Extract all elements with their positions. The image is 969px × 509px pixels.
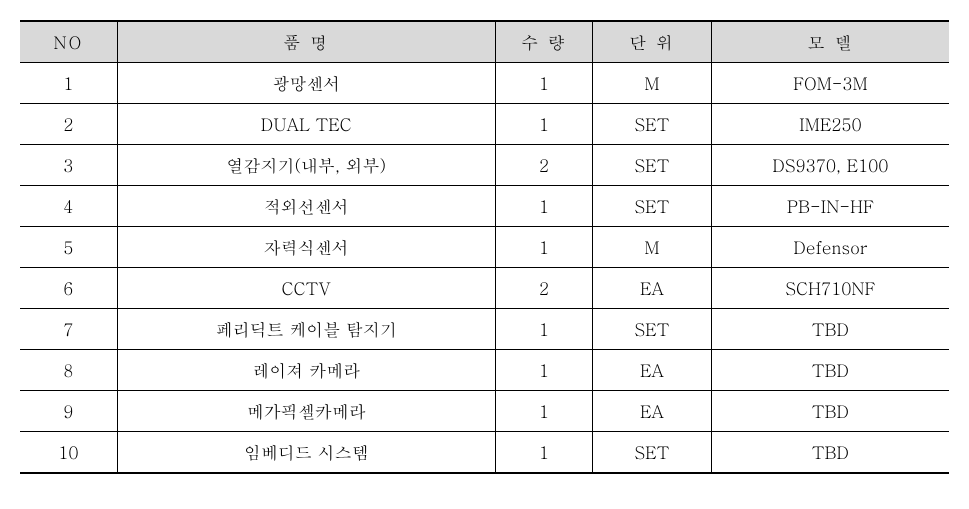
cell-model: FOM-3M (711, 63, 949, 104)
header-unit: 단 위 (593, 21, 712, 63)
cell-no: 5 (20, 227, 117, 268)
cell-unit: EA (593, 391, 712, 432)
cell-no: 4 (20, 186, 117, 227)
cell-unit: SET (593, 145, 712, 186)
cell-unit: SET (593, 309, 712, 350)
cell-model: PB-IN-HF (711, 186, 949, 227)
cell-no: 2 (20, 104, 117, 145)
equipment-table: NO 품 명 수 량 단 위 모 델 1 광망센서 1 M FOM-3M 2 D… (20, 20, 949, 474)
cell-model: IME250 (711, 104, 949, 145)
cell-qty: 1 (495, 350, 592, 391)
cell-no: 10 (20, 432, 117, 474)
cell-qty: 1 (495, 309, 592, 350)
header-name: 품 명 (117, 21, 495, 63)
cell-qty: 1 (495, 104, 592, 145)
table-row: 10 임베디드 시스템 1 SET TBD (20, 432, 949, 474)
cell-unit: EA (593, 350, 712, 391)
table-header: NO 품 명 수 량 단 위 모 델 (20, 21, 949, 63)
cell-name: 열감지기(내부, 외부) (117, 145, 495, 186)
table-row: 8 레이져 카메라 1 EA TBD (20, 350, 949, 391)
cell-no: 7 (20, 309, 117, 350)
header-no: NO (20, 21, 117, 63)
table-row: 4 적외선센서 1 SET PB-IN-HF (20, 186, 949, 227)
table-row: 9 메가픽셀카메라 1 EA TBD (20, 391, 949, 432)
cell-qty: 1 (495, 63, 592, 104)
cell-name: CCTV (117, 268, 495, 309)
cell-name: 메가픽셀카메라 (117, 391, 495, 432)
cell-qty: 1 (495, 186, 592, 227)
cell-unit: EA (593, 268, 712, 309)
table-row: 5 자력식센서 1 M Defensor (20, 227, 949, 268)
cell-qty: 1 (495, 227, 592, 268)
header-row: NO 품 명 수 량 단 위 모 델 (20, 21, 949, 63)
cell-unit: SET (593, 432, 712, 474)
cell-no: 1 (20, 63, 117, 104)
table-row: 3 열감지기(내부, 외부) 2 SET DS9370, E100 (20, 145, 949, 186)
cell-qty: 2 (495, 145, 592, 186)
cell-name: 임베디드 시스템 (117, 432, 495, 474)
cell-model: TBD (711, 350, 949, 391)
table-row: 7 페리딕트 케이블 탐지기 1 SET TBD (20, 309, 949, 350)
cell-no: 3 (20, 145, 117, 186)
cell-qty: 2 (495, 268, 592, 309)
cell-name: DUAL TEC (117, 104, 495, 145)
cell-no: 8 (20, 350, 117, 391)
header-qty: 수 량 (495, 21, 592, 63)
cell-qty: 1 (495, 391, 592, 432)
cell-name: 레이져 카메라 (117, 350, 495, 391)
table-row: 2 DUAL TEC 1 SET IME250 (20, 104, 949, 145)
cell-model: TBD (711, 391, 949, 432)
cell-no: 6 (20, 268, 117, 309)
cell-name: 자력식센서 (117, 227, 495, 268)
cell-model: SCH710NF (711, 268, 949, 309)
table-row: 6 CCTV 2 EA SCH710NF (20, 268, 949, 309)
cell-name: 적외선센서 (117, 186, 495, 227)
cell-unit: SET (593, 104, 712, 145)
cell-unit: M (593, 63, 712, 104)
cell-unit: M (593, 227, 712, 268)
cell-qty: 1 (495, 432, 592, 474)
cell-unit: SET (593, 186, 712, 227)
table-row: 1 광망센서 1 M FOM-3M (20, 63, 949, 104)
cell-model: TBD (711, 432, 949, 474)
cell-model: TBD (711, 309, 949, 350)
cell-name: 광망센서 (117, 63, 495, 104)
table-body: 1 광망센서 1 M FOM-3M 2 DUAL TEC 1 SET IME25… (20, 63, 949, 474)
cell-name: 페리딕트 케이블 탐지기 (117, 309, 495, 350)
cell-model: DS9370, E100 (711, 145, 949, 186)
header-model: 모 델 (711, 21, 949, 63)
table-container: NO 품 명 수 량 단 위 모 델 1 광망센서 1 M FOM-3M 2 D… (20, 20, 949, 474)
cell-model: Defensor (711, 227, 949, 268)
cell-no: 9 (20, 391, 117, 432)
